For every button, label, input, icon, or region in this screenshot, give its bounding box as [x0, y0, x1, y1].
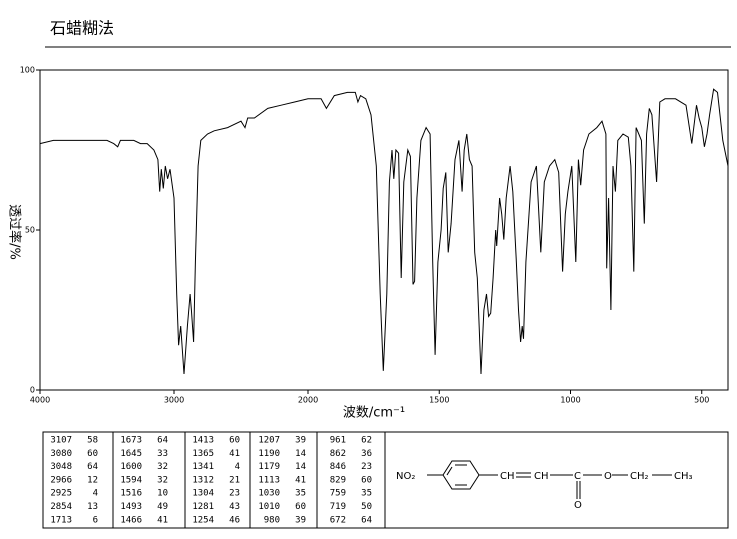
peak-wavenumber: 1413 [192, 436, 214, 446]
peak-wavenumber: 1304 [192, 489, 214, 499]
peak-transmittance: 4 [235, 462, 240, 472]
peak-wavenumber: 1190 [258, 449, 280, 459]
peak-transmittance: 49 [157, 502, 168, 512]
peak-transmittance: 39 [295, 436, 306, 446]
structure-label: CH [534, 471, 549, 482]
structure-bonds [427, 460, 672, 499]
peak-wavenumber: 1010 [258, 502, 280, 512]
peak-transmittance: 13 [87, 502, 98, 512]
peak-wavenumber: 980 [264, 515, 280, 525]
peak-wavenumber: 2854 [50, 502, 72, 512]
peak-transmittance: 23 [229, 489, 240, 499]
peak-wavenumber: 719 [330, 502, 346, 512]
peak-wavenumber: 846 [330, 462, 346, 472]
peak-transmittance: 62 [361, 436, 372, 446]
peak-transmittance: 35 [295, 489, 306, 499]
peak-wavenumber: 1030 [258, 489, 280, 499]
x-tick-label: 500 [694, 396, 709, 405]
peak-transmittance: 36 [361, 449, 372, 459]
structure-label: CH₃ [674, 471, 693, 482]
structure-label: O [574, 500, 582, 511]
peak-transmittance: 4 [93, 489, 98, 499]
peak-transmittance: 32 [157, 475, 168, 485]
peak-transmittance: 58 [87, 436, 98, 446]
peak-wavenumber: 3080 [50, 449, 72, 459]
x-tick-label: 2000 [298, 396, 318, 405]
peak-transmittance: 64 [361, 515, 372, 525]
peak-wavenumber: 1365 [192, 449, 214, 459]
peak-transmittance: 41 [157, 515, 168, 525]
peak-wavenumber: 1594 [120, 475, 142, 485]
peak-transmittance: 6 [93, 515, 98, 525]
peak-wavenumber: 829 [330, 475, 346, 485]
structure-label: NO₂ [396, 471, 415, 482]
peak-wavenumber: 961 [330, 436, 346, 446]
peak-transmittance: 35 [361, 489, 372, 499]
peak-transmittance: 10 [157, 489, 168, 499]
y-tick-label: 0 [30, 386, 35, 395]
peak-transmittance: 39 [295, 515, 306, 525]
peak-wavenumber: 759 [330, 489, 346, 499]
peak-wavenumber: 1713 [50, 515, 72, 525]
peak-transmittance: 33 [157, 449, 168, 459]
x-axis-label: 波数/cm⁻¹ [343, 406, 405, 421]
peak-wavenumber: 1254 [192, 515, 214, 525]
peak-transmittance: 32 [157, 462, 168, 472]
peak-transmittance: 41 [295, 475, 306, 485]
peak-transmittance: 60 [295, 502, 306, 512]
chart-title: 石蜡糊法 [50, 19, 114, 38]
peak-wavenumber: 1493 [120, 502, 142, 512]
peak-wavenumber: 672 [330, 515, 346, 525]
peak-wavenumber: 3048 [50, 462, 72, 472]
x-tick-label: 3000 [164, 396, 184, 405]
peak-wavenumber: 1341 [192, 462, 214, 472]
x-tick-label: 1500 [429, 396, 449, 405]
y-axis-label: 透过率/% [7, 204, 23, 260]
peak-transmittance: 41 [229, 449, 240, 459]
peak-transmittance: 14 [295, 449, 306, 459]
peak-wavenumber: 1600 [120, 462, 142, 472]
peak-wavenumber: 2925 [50, 489, 72, 499]
peak-wavenumber: 1645 [120, 449, 142, 459]
peak-wavenumber: 2966 [50, 475, 72, 485]
structure-label: O [604, 471, 612, 482]
spectrum-line [39, 88, 729, 375]
peak-transmittance: 64 [157, 436, 168, 446]
plot-frame [39, 69, 729, 391]
peak-transmittance: 21 [229, 475, 240, 485]
peak-transmittance: 60 [361, 475, 372, 485]
peak-transmittance: 12 [87, 475, 98, 485]
peak-wavenumber: 1673 [120, 436, 142, 446]
peak-transmittance: 50 [361, 502, 372, 512]
structure-label: C [574, 471, 581, 482]
peak-wavenumber: 862 [330, 449, 346, 459]
peak-transmittance: 64 [87, 462, 98, 472]
y-tick-label: 100 [20, 66, 35, 75]
peak-transmittance: 14 [295, 462, 306, 472]
peak-wavenumber: 1466 [120, 515, 142, 525]
x-tick-label: 1000 [560, 396, 580, 405]
peak-wavenumber: 1113 [258, 475, 280, 485]
peak-transmittance: 43 [229, 502, 240, 512]
peak-wavenumber: 1207 [258, 436, 280, 446]
x-tick-label: 4000 [30, 396, 50, 405]
peak-transmittance: 60 [87, 449, 98, 459]
peak-wavenumber: 1516 [120, 489, 142, 499]
peak-transmittance: 23 [361, 462, 372, 472]
structure-label: CH₂ [630, 471, 649, 482]
peak-transmittance: 46 [229, 515, 240, 525]
structure-label: CH [500, 471, 515, 482]
peak-wavenumber: 1312 [192, 475, 214, 485]
peak-wavenumber: 1179 [258, 462, 280, 472]
y-tick-label: 50 [25, 226, 35, 235]
peak-transmittance: 60 [229, 436, 240, 446]
peak-wavenumber: 3107 [50, 436, 72, 446]
peak-wavenumber: 1281 [192, 502, 214, 512]
